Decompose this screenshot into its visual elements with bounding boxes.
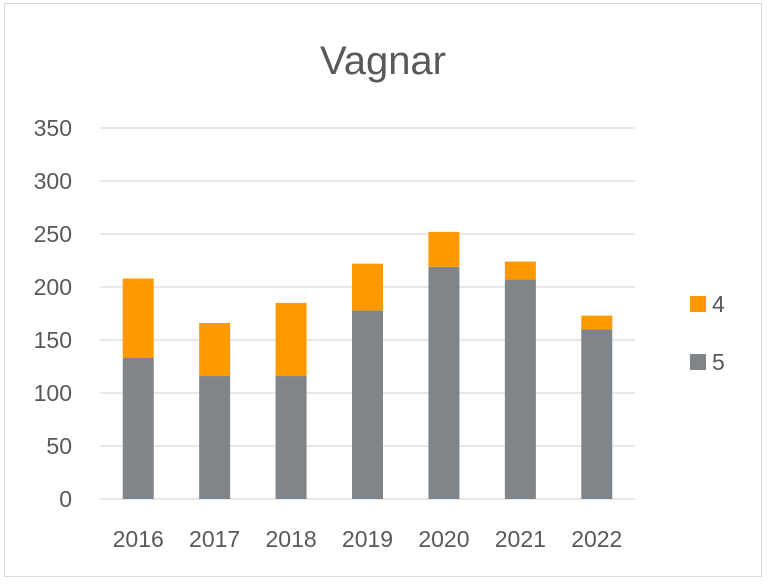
y-tick-label: 0 xyxy=(59,486,72,512)
bar-2018-series-5 xyxy=(275,376,307,499)
bar-2017-series-4 xyxy=(199,323,231,377)
bar-2021-series-5 xyxy=(504,279,536,499)
x-tick-label: 2021 xyxy=(495,526,546,552)
bars xyxy=(122,231,613,499)
bar-2022-series-4 xyxy=(581,315,613,330)
y-tick-label: 200 xyxy=(34,274,72,300)
x-axis-ticks: 2016 2017 2018 2019 2020 2021 2022 xyxy=(113,526,623,552)
bar-2017-series-5 xyxy=(199,376,231,499)
legend-label-5: 5 xyxy=(712,349,725,375)
legend-swatch-5 xyxy=(690,354,706,370)
y-tick-label: 150 xyxy=(34,327,72,353)
bar-2020-series-5 xyxy=(428,266,460,499)
bar-2020-series-4 xyxy=(428,231,460,267)
y-tick-label: 50 xyxy=(46,433,72,459)
y-tick-label: 100 xyxy=(34,380,72,406)
bar-2018-series-4 xyxy=(275,302,307,377)
bar-2022-series-5 xyxy=(581,329,613,499)
y-axis-ticks: 0 50 100 150 200 250 300 350 xyxy=(34,115,72,512)
y-tick-label: 350 xyxy=(34,115,72,141)
legend-swatch-4 xyxy=(690,296,706,312)
x-tick-label: 2020 xyxy=(418,526,469,552)
x-tick-label: 2017 xyxy=(189,526,240,552)
legend: 45 xyxy=(690,291,725,375)
bar-2016-series-5 xyxy=(122,358,154,499)
x-tick-label: 2016 xyxy=(113,526,164,552)
x-tick-label: 2018 xyxy=(265,526,316,552)
bar-2019-series-5 xyxy=(352,310,383,499)
legend-label-4: 4 xyxy=(712,291,725,317)
x-tick-label: 2019 xyxy=(342,526,393,552)
y-tick-label: 250 xyxy=(34,221,72,247)
x-tick-label: 2022 xyxy=(571,526,622,552)
bar-2019-series-4 xyxy=(352,263,383,311)
y-tick-label: 300 xyxy=(34,168,72,194)
bar-2016-series-4 xyxy=(122,278,154,359)
chart-title: Vagnar xyxy=(320,39,446,83)
bar-2021-series-4 xyxy=(504,261,536,280)
